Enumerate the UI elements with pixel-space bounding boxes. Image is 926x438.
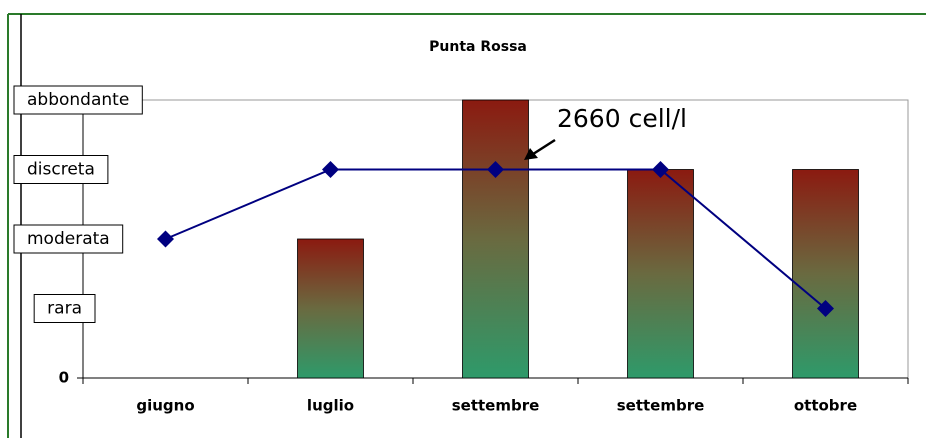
y-tick-label: rara [47, 299, 82, 319]
bar [627, 169, 694, 379]
bar [792, 169, 859, 379]
x-tick-label: luglio [307, 397, 354, 415]
y-tick-box [13, 224, 124, 254]
bar [462, 99, 529, 379]
x-tick-label: settembre [452, 397, 540, 415]
chart-title: Punta Rossa [429, 39, 527, 55]
y-tick-label: abbondante [27, 90, 129, 110]
annotation-arrowhead [524, 148, 538, 160]
marker [157, 230, 174, 248]
y-tick-label: moderata [27, 229, 110, 249]
x-tick-label: giugno [136, 397, 194, 415]
y-tick-label: discreta [27, 160, 95, 180]
x-tick-label: settembre [617, 397, 705, 415]
y-tick-label: 0 [59, 369, 69, 387]
annotation: 2660 cell/l [557, 104, 687, 133]
y-tick-box [13, 155, 109, 184]
marker [817, 300, 834, 317]
marker [652, 161, 669, 178]
marker [322, 161, 339, 178]
y-tick-box [33, 294, 96, 323]
marker [487, 161, 504, 178]
y-tick-box [13, 85, 143, 115]
bar [297, 238, 364, 379]
x-tick-label: ottobre [794, 397, 857, 415]
